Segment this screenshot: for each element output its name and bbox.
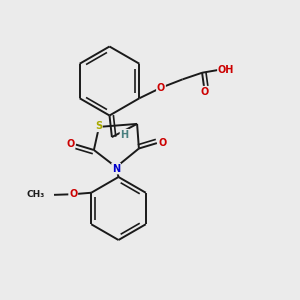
- Text: CH₃: CH₃: [27, 190, 45, 199]
- Text: O: O: [157, 83, 165, 93]
- Text: O: O: [69, 189, 77, 199]
- Text: S: S: [95, 121, 102, 131]
- Text: O: O: [200, 87, 208, 97]
- Text: N: N: [112, 164, 120, 174]
- Text: H: H: [120, 130, 129, 140]
- Text: OH: OH: [218, 65, 234, 75]
- Text: O: O: [66, 139, 75, 149]
- Text: O: O: [158, 137, 166, 148]
